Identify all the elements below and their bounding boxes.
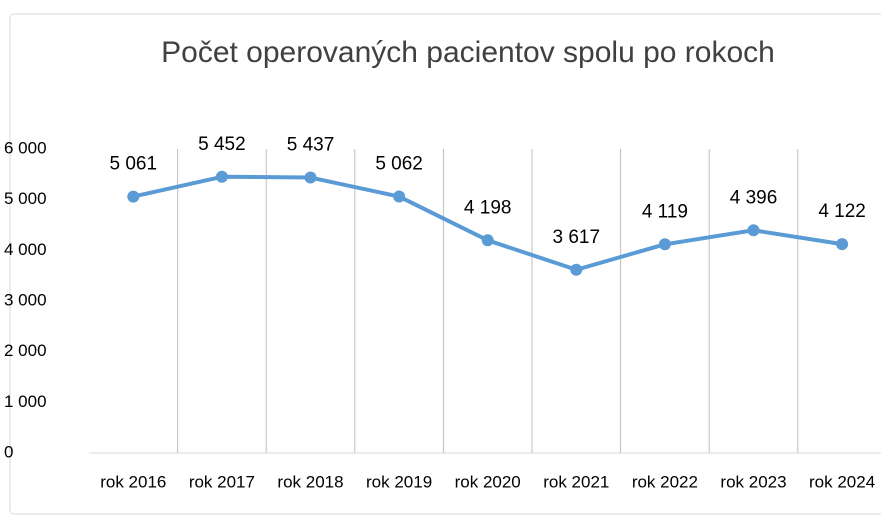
x-tick-label: rok 2022 (632, 472, 698, 491)
data-point (658, 238, 671, 251)
x-tick-label: rok 2017 (189, 472, 255, 491)
data-label: 4 119 (642, 201, 688, 222)
x-tick-label: rok 2024 (809, 472, 875, 491)
data-point (393, 190, 406, 203)
y-tick-label: 6 000 (4, 138, 47, 157)
y-tick-label: 0 (4, 442, 13, 461)
data-point (836, 238, 849, 251)
x-tick-label: rok 2023 (720, 472, 786, 491)
data-point (747, 224, 760, 237)
data-label: 5 061 (110, 154, 158, 175)
data-label: 4 122 (818, 201, 866, 222)
x-tick-label: rok 2018 (277, 472, 343, 491)
data-label: 4 396 (730, 187, 778, 208)
data-label: 3 617 (553, 227, 601, 248)
data-point (215, 170, 228, 183)
y-tick-label: 2 000 (4, 341, 47, 360)
y-tick-label: 3 000 (4, 290, 47, 309)
x-tick-label: rok 2020 (455, 472, 521, 491)
data-label: 5 437 (287, 135, 335, 156)
data-point (304, 171, 317, 184)
x-tick-label: rok 2016 (100, 472, 166, 491)
data-point (127, 190, 140, 203)
y-tick-label: 1 000 (4, 392, 47, 411)
data-label: 5 062 (375, 154, 423, 175)
data-label: 5 452 (198, 134, 246, 155)
y-tick-label: 5 000 (4, 189, 47, 208)
chart-border (9, 13, 881, 515)
chart-title: Počet operovaných pacientov spolu po rok… (161, 36, 775, 69)
data-label: 4 198 (464, 197, 512, 218)
data-point (570, 263, 583, 276)
x-tick-label: rok 2021 (543, 472, 609, 491)
x-tick-label: rok 2019 (366, 472, 432, 491)
data-point (481, 234, 494, 247)
y-tick-label: 4 000 (4, 240, 47, 259)
